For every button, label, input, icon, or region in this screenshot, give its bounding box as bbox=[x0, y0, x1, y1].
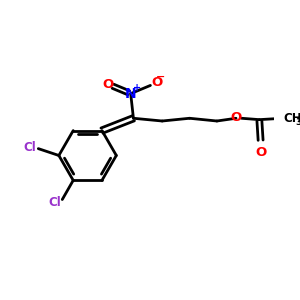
Text: N: N bbox=[125, 87, 136, 100]
Text: O: O bbox=[230, 111, 242, 124]
Text: −: − bbox=[156, 72, 166, 82]
Text: Cl: Cl bbox=[48, 196, 61, 209]
Text: O: O bbox=[255, 146, 266, 160]
Text: O: O bbox=[103, 78, 114, 91]
Text: +: + bbox=[133, 82, 141, 93]
Text: Cl: Cl bbox=[23, 141, 36, 154]
Text: CH: CH bbox=[284, 112, 300, 125]
Text: 3: 3 bbox=[295, 118, 300, 127]
Text: O: O bbox=[152, 76, 163, 89]
